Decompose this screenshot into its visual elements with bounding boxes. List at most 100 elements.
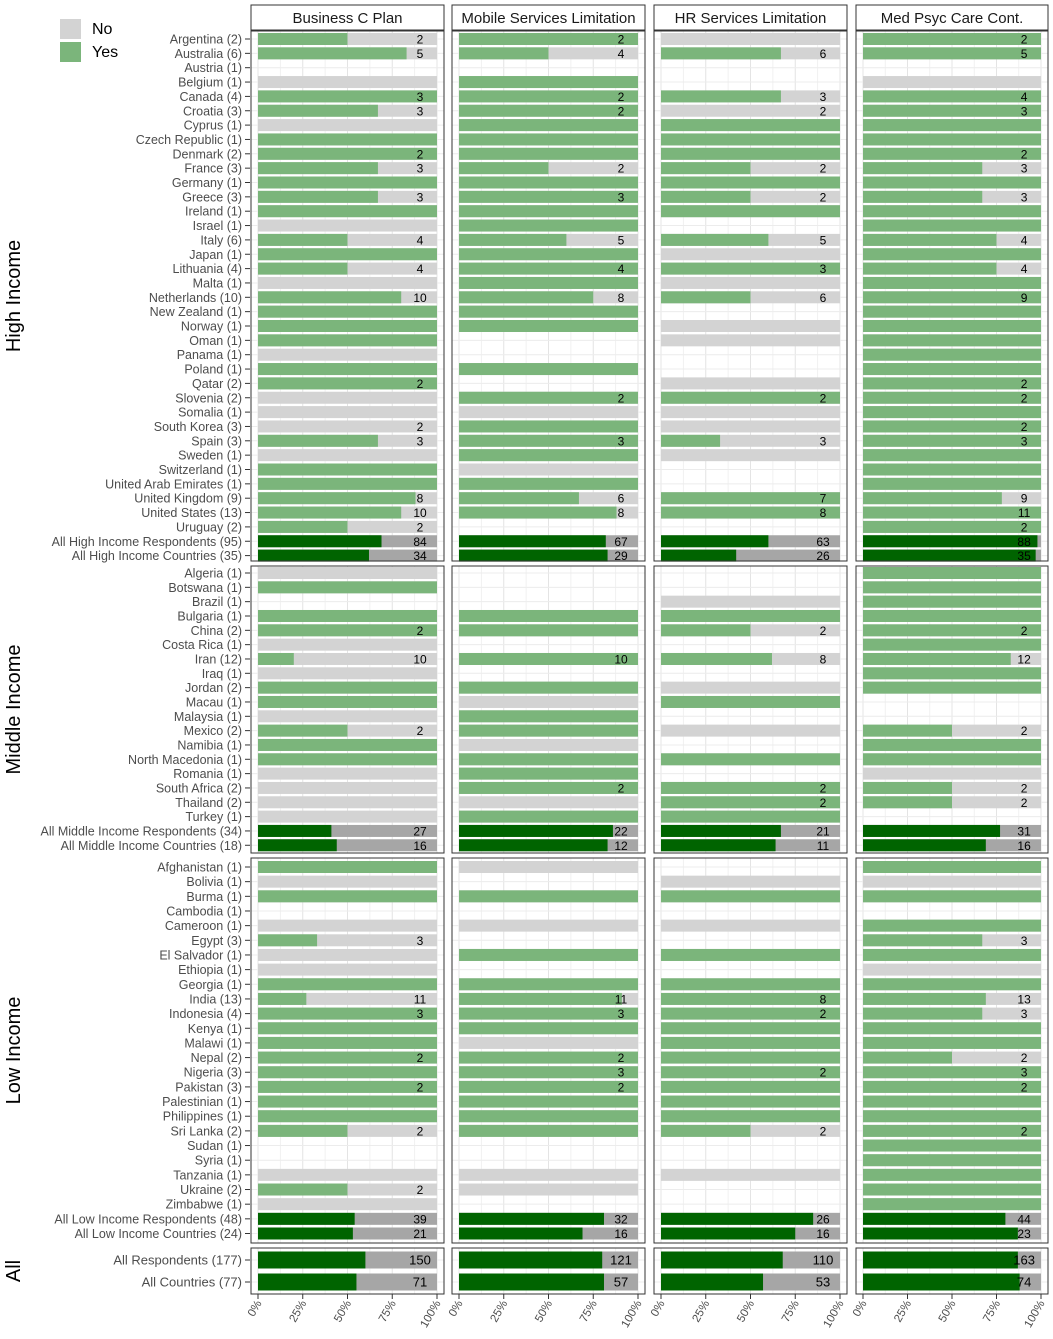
row-label: Palestinian (1)	[162, 1095, 242, 1109]
bar-count-label: 4	[618, 47, 625, 61]
bar-yes-segment	[661, 1022, 840, 1035]
bar-yes-segment	[258, 724, 348, 737]
row-label: Israel (1)	[193, 219, 242, 233]
bar-count-label: 5	[618, 233, 625, 247]
bar-yes-segment	[459, 1051, 638, 1064]
row-label: Zimbabwe (1)	[166, 1198, 242, 1212]
bar-count-label: 3	[1021, 190, 1028, 204]
bar-yes-segment	[863, 291, 1041, 304]
x-tick-label: 0%	[447, 1299, 466, 1319]
bar-yes-segment	[661, 233, 769, 246]
bar-count-label: 16	[1017, 839, 1031, 853]
bar-no-segment	[258, 710, 437, 723]
bar-no-segment	[258, 948, 437, 961]
bar-no-segment	[661, 377, 840, 390]
bar-yes-segment	[459, 1022, 638, 1035]
row-label: All Middle Income Respondents (34)	[41, 824, 243, 838]
row-label: Norway (1)	[181, 320, 242, 334]
bar-yes-segment	[258, 753, 437, 766]
bar-yes-segment	[661, 391, 840, 404]
bar-count-label: 27	[413, 824, 427, 838]
bar-yes-segment	[258, 463, 437, 476]
bar-count-label: 4	[1021, 90, 1028, 104]
row-label: Czech Republic (1)	[136, 133, 242, 147]
bar-yes-segment	[258, 320, 437, 332]
bar-count-label: 3	[417, 162, 424, 176]
bar-count-label: 2	[417, 724, 424, 738]
row-label: India (13)	[189, 992, 242, 1006]
bar-no-segment	[661, 875, 840, 888]
bar-yes-segment	[258, 652, 294, 665]
bar-count-label: 8	[820, 652, 827, 666]
x-tick-label: 25%	[892, 1299, 914, 1325]
bar-yes-segment	[661, 992, 840, 1005]
bar-count-label: 110	[813, 1253, 834, 1268]
bar-yes-segment	[258, 1124, 348, 1137]
bar-count-label: 26	[816, 549, 830, 563]
bar-yes-segment	[661, 695, 840, 708]
bar-yes-segment	[863, 133, 1041, 146]
bar-yes-segment	[863, 934, 983, 947]
bar-yes-segment	[459, 1007, 638, 1020]
row-label: Cameroon (1)	[165, 919, 242, 933]
bar-no-segment	[258, 119, 437, 132]
bar-count-label: 2	[417, 1051, 424, 1065]
bar-yes-segment	[459, 391, 638, 404]
bar-count-label: 3	[1021, 434, 1028, 448]
bar-yes-segment	[863, 890, 1041, 903]
bar-count-label: 3	[618, 434, 625, 448]
bar-yes-segment	[258, 233, 348, 246]
row-label: Cyprus (1)	[184, 119, 242, 133]
bar-yes-segment	[863, 104, 1041, 117]
bar-count-label: 2	[1021, 420, 1028, 434]
row-label: Australia (6)	[175, 47, 242, 61]
bar-yes-segment	[258, 890, 437, 903]
row-label: Philippines (1)	[163, 1110, 242, 1124]
bar-yes-segment	[863, 1036, 1041, 1049]
bar-yes-segment	[459, 1227, 583, 1240]
bar-no-segment	[661, 1168, 840, 1181]
bar-yes-segment	[661, 506, 840, 519]
bar-yes-segment	[661, 839, 776, 852]
row-label: Mexico (2)	[184, 724, 242, 738]
bar-count-label: 3	[1021, 1007, 1028, 1021]
bar-no-segment	[661, 276, 840, 289]
bar-yes-segment	[258, 104, 378, 117]
bar-yes-segment	[459, 1095, 638, 1108]
bar-count-label: 2	[820, 796, 827, 810]
bar-count-label: 2	[820, 391, 827, 405]
bar-yes-segment	[459, 506, 617, 519]
bar-yes-segment	[258, 992, 307, 1005]
bar-count-label: 2	[820, 781, 827, 795]
bar-count-label: 2	[417, 1080, 424, 1094]
bar-count-label: 2	[618, 162, 625, 176]
bar-yes-segment	[863, 377, 1041, 390]
bar-count-label: 53	[816, 1275, 830, 1290]
bar-yes-segment	[258, 839, 337, 852]
bar-yes-segment	[459, 305, 638, 318]
bar-yes-segment	[863, 1080, 1041, 1093]
bar-count-label: 74	[1017, 1275, 1031, 1290]
row-label: Burma (1)	[186, 890, 242, 904]
bar-yes-segment	[258, 1183, 348, 1196]
row-label: Egypt (3)	[191, 934, 242, 948]
legend-key-yes	[60, 42, 81, 62]
x-tick-label: 100%	[1022, 1299, 1047, 1330]
bar-yes-segment	[661, 119, 840, 132]
bar-count-label: 16	[816, 1227, 830, 1241]
bar-yes-segment	[863, 1168, 1041, 1181]
bar-yes-segment	[459, 320, 638, 332]
bar-count-label: 2	[820, 1124, 827, 1138]
bar-count-label: 121	[610, 1253, 632, 1268]
bar-count-label: 2	[820, 162, 827, 176]
bar-no-segment	[661, 104, 840, 117]
bar-yes-segment	[459, 890, 638, 903]
panel-border	[250, 30, 445, 562]
bar-no-segment	[661, 320, 840, 332]
bar-no-segment	[863, 963, 1041, 976]
bar-yes-segment	[661, 291, 751, 304]
row-label: Syria (1)	[195, 1154, 242, 1168]
bar-yes-segment	[459, 162, 549, 175]
row-label: Panama (1)	[177, 348, 242, 362]
bar-yes-segment	[258, 581, 437, 594]
